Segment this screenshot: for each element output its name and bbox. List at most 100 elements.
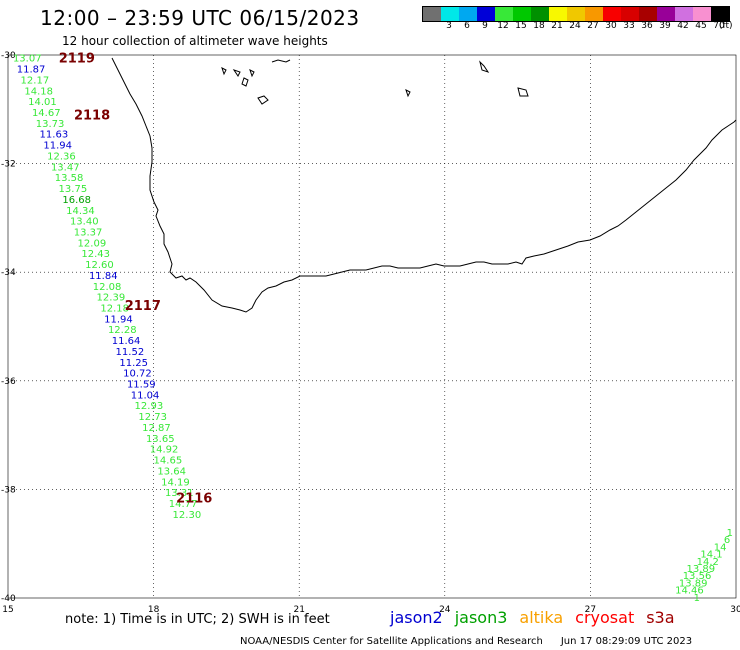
x-tick-label: 24 [439,605,451,615]
colorbar-label: 27 [587,21,599,31]
colorbar-swatch [639,7,657,21]
x-tick-label: 18 [148,605,160,615]
edge-reading-label: 1 [694,593,700,604]
wave-height-colorbar [422,6,730,22]
wave-reading-label: 11.04 [131,390,160,401]
wave-reading-label: 13.31 [165,488,194,499]
colorbar-label: 3 [446,21,452,31]
colorbar-labels: 3 6 9 12 15 18 21 24 27 30 33 36 39 42 45 70 [422,21,728,31]
wave-reading-label: 11.87 [17,65,46,76]
wave-reading-label: 12.08 [93,282,122,293]
note-text: note: 1) Time is in UTC; 2) SWH is in fe… [65,612,330,627]
edge-reading-label: 1 [727,528,733,539]
satellite-legend-cryosat: cryosat [575,608,635,627]
track-pass-labels: 2119 2118 2117 2116 [59,52,213,507]
colorbar-swatch [675,7,693,21]
wave-reading-label: 13.64 [157,466,186,477]
colorbar-label: 12 [497,21,509,31]
generated-timestamp: Jun 17 08:29:09 UTC 2023 [560,636,693,647]
track-pass-label: 2116 [176,492,212,507]
wave-readings: 13.0711.8712.1714.1814.0114.6713.7311.63… [13,54,201,521]
credit-text: NOAA/NESDIS Center for Satellite Applica… [240,636,543,647]
islands [221,59,529,105]
y-tick-label: -36 [1,377,16,387]
wave-reading-label: 12.87 [142,423,171,434]
wave-reading-label: 13.75 [59,184,88,195]
wave-reading-label: 10.72 [123,369,152,380]
wave-reading-label: 14.77 [169,499,198,510]
wave-reading-label: 13.07 [13,54,42,65]
wave-reading-label: 11.64 [112,336,141,347]
track-pass-label: 2117 [125,299,161,314]
colorbar-label: 45 [695,21,707,31]
wave-reading-label: 11.25 [119,358,148,369]
edge-reading-label: 14 [714,542,727,553]
x-tick-label: 27 [585,605,596,615]
x-tick-label: 21 [293,605,304,615]
wave-reading-label: 14.19 [161,477,190,488]
wave-reading-label: 11.63 [40,130,69,141]
wave-reading-label: 14.92 [150,445,179,456]
wave-reading-label: 13.65 [146,434,175,445]
x-tick-label: 30 [730,605,740,615]
wave-reading-label: 11.59 [127,380,156,391]
y-tick-label: -40 [1,594,16,604]
wave-reading-label: 12.30 [173,510,202,521]
wave-reading-label: 13.37 [74,227,103,238]
edge-reading-label: 14.46 [675,586,704,597]
colorbar-swatch [477,7,495,21]
edge-reading-label: 13.89 [686,564,715,575]
wave-reading-label: 13.58 [55,173,84,184]
y-tick-label: -38 [1,485,16,495]
wave-reading-label: 13.40 [70,217,99,228]
satellite-legend-jason2: jason2 [390,608,443,627]
colorbar-label: 15 [515,21,527,31]
wave-reading-label: 14.01 [28,97,57,108]
colorbar-label: 9 [482,21,488,31]
colorbar-swatch [531,7,549,21]
wave-reading-label: 12.17 [21,75,50,86]
colorbar-label: 18 [533,21,545,31]
wave-reading-label: 11.52 [116,347,145,358]
wave-reading-label: 12.93 [135,401,164,412]
wave-reading-label: 12.73 [138,412,167,423]
colorbar-swatch [711,7,729,21]
wave-reading-label: 16.68 [62,195,91,206]
colorbar-unit: (ft) [719,21,733,31]
edge-reading-label: 14.1 [700,550,722,561]
x-tick-label: 15 [2,605,13,615]
credit-line: NOAA/NESDIS Center for Satellite Applica… [240,636,692,647]
wave-reading-label: 13.73 [36,119,65,130]
y-tick-label: -34 [1,268,16,278]
colorbar-swatch [567,7,585,21]
wave-reading-label: 12.28 [108,325,137,336]
wave-reading-label: 13.47 [51,162,80,173]
colorbar-swatch [693,7,711,21]
track-pass-label: 2119 [59,52,95,67]
colorbar-swatch [603,7,621,21]
wave-reading-label: 12.18 [100,303,129,314]
wave-reading-label: 12.09 [78,238,107,249]
wave-reading-label: 14.18 [24,86,53,97]
edge-reading-label: 13.89 [679,578,708,589]
track-pass-label: 2118 [74,109,110,124]
wave-reading-label: 11.94 [43,141,72,152]
colorbar-swatch [459,7,477,21]
colorbar-label: 36 [641,21,653,31]
satellite-legend-jason3: jason3 [454,608,508,627]
page-subtitle: 12 hour collection of altimeter wave hei… [62,34,328,48]
wave-reading-label: 11.94 [104,314,133,325]
wave-reading-label: 14.34 [66,206,95,217]
colorbar-swatch [657,7,675,21]
colorbar-label: 42 [677,21,689,31]
wave-reading-label: 12.39 [97,293,126,304]
satellite-legend: jason2 jason3 altika cryosat s3a [390,608,687,627]
edge-reading-label: 6 [724,535,730,546]
colorbar-swatch [549,7,567,21]
wave-reading-label: 14.65 [154,456,183,467]
y-tick-label: -30 [1,51,16,61]
colorbar-swatch [495,7,513,21]
coastline [111,57,737,313]
y-tick-label: -32 [1,160,16,170]
